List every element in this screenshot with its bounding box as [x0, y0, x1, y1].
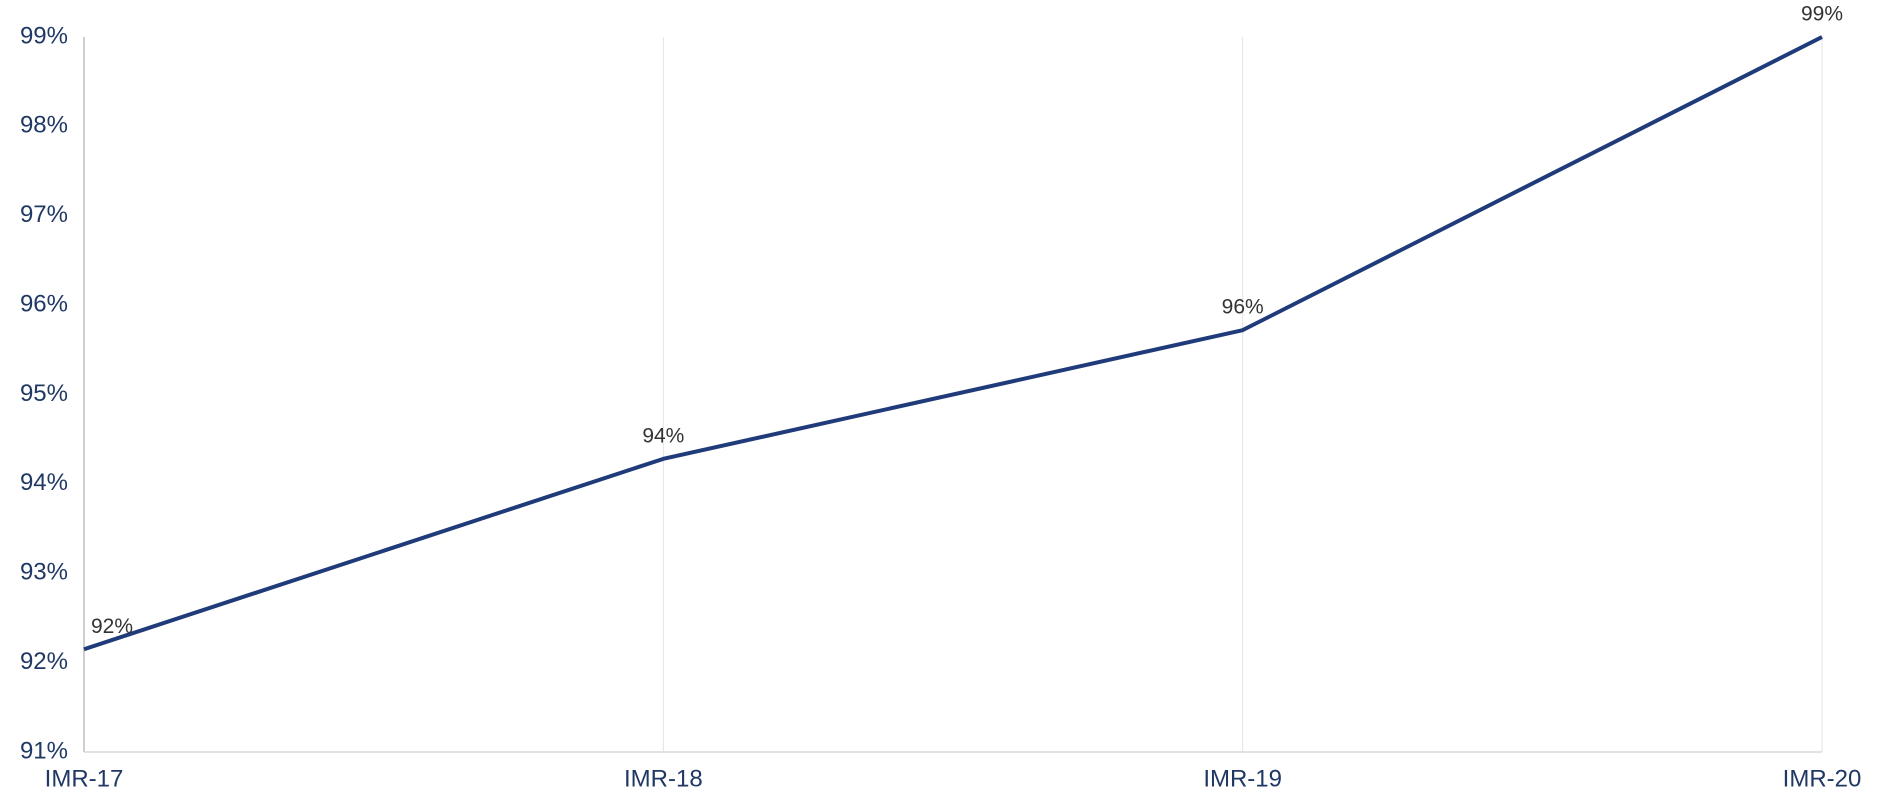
x-tick-label: IMR-19 [1203, 765, 1282, 792]
data-label: 96% [1222, 296, 1264, 319]
x-tick-label: IMR-20 [1783, 765, 1862, 792]
y-tick-label: 96% [20, 290, 68, 317]
data-label: 99% [1801, 3, 1843, 26]
y-tick-label: 93% [20, 559, 68, 586]
x-tick-label: IMR-17 [45, 765, 124, 792]
data-label: 94% [642, 424, 684, 447]
y-tick-label: 98% [20, 112, 68, 139]
y-tick-label: 97% [20, 201, 68, 228]
y-tick-label: 94% [20, 469, 68, 496]
y-tick-label: 91% [20, 737, 68, 764]
y-tick-label: 95% [20, 380, 68, 407]
x-tick-label: IMR-18 [624, 765, 703, 792]
data-label: 92% [91, 615, 133, 638]
y-tick-label: 99% [20, 22, 68, 49]
line [83, 35, 1823, 652]
y-tick-label: 92% [20, 648, 68, 675]
